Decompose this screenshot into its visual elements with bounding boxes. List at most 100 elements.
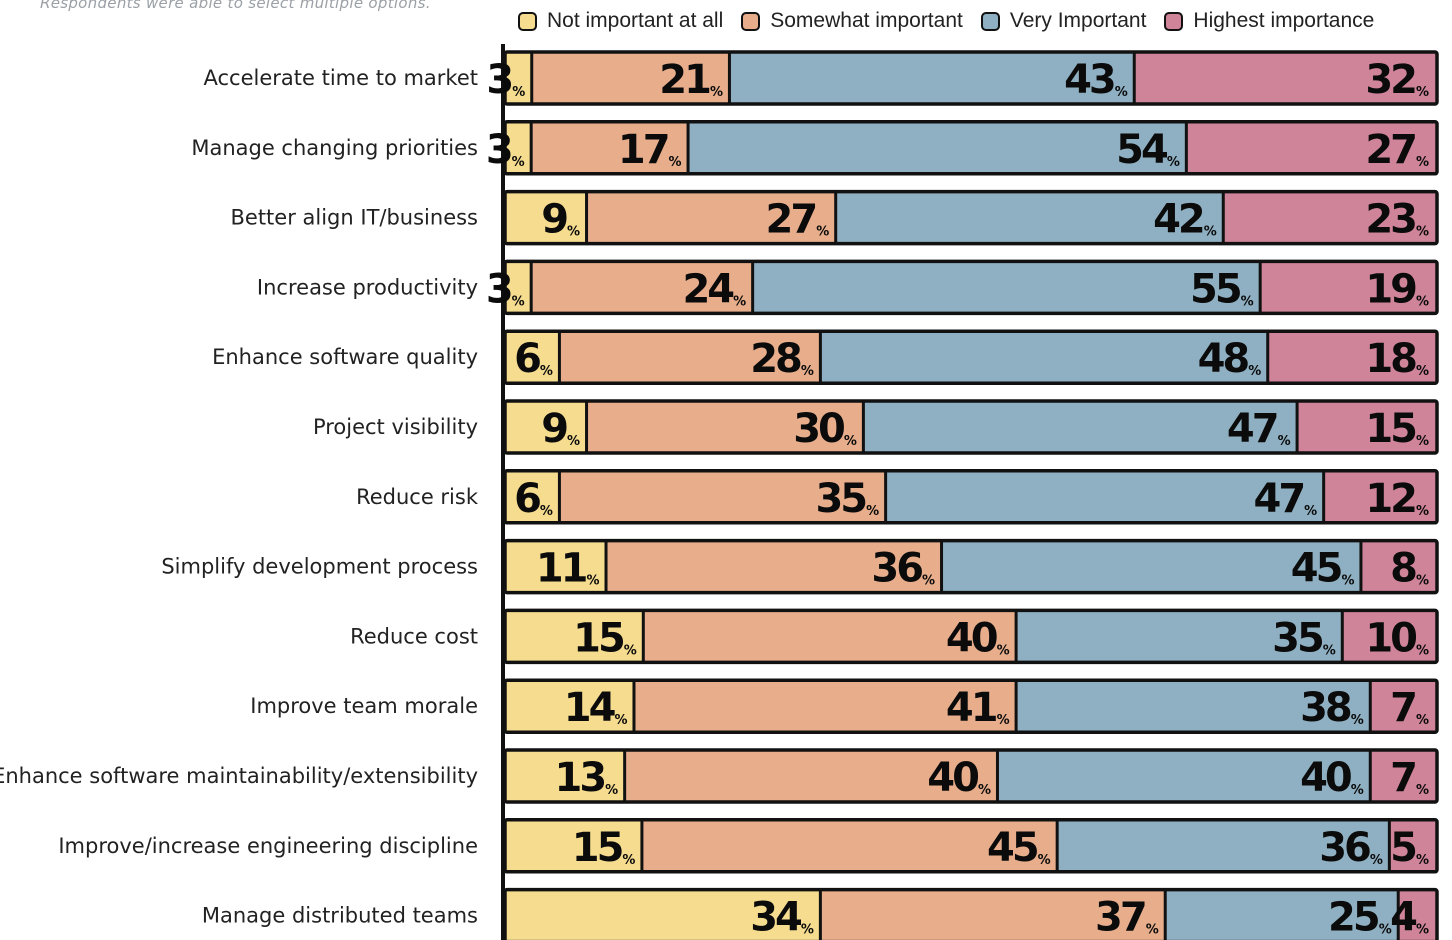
bar-segment bbox=[1298, 401, 1437, 453]
bar-segment bbox=[943, 540, 1363, 593]
bar-segment bbox=[821, 889, 1167, 940]
bar-segment bbox=[533, 52, 731, 104]
value-label: 54 bbox=[1116, 127, 1167, 173]
value-label: 10 bbox=[1365, 615, 1416, 661]
value-label: 28 bbox=[750, 336, 801, 382]
legend-swatch bbox=[980, 11, 1000, 31]
bar-segment bbox=[643, 819, 1059, 872]
percent-sign: % bbox=[1379, 923, 1392, 938]
bar-segment bbox=[505, 191, 589, 244]
category-label: Improve team morale bbox=[250, 694, 478, 718]
bar-segment bbox=[635, 680, 1018, 733]
bar-segment bbox=[1362, 540, 1437, 593]
bar-segment bbox=[505, 52, 534, 104]
percent-sign: % bbox=[567, 225, 580, 240]
category-label: Improve/increase engineering discipline bbox=[58, 834, 478, 858]
value-labels: 3% 21% 43% 32 %3% 17% 54% 27 %9% 27% 42% 23 %3% 24% 55… bbox=[486, 57, 1429, 940]
percent-sign: % bbox=[540, 364, 553, 379]
value-label: 36 bbox=[1319, 825, 1370, 871]
category-label: Enhance software quality bbox=[212, 345, 478, 369]
bar-segment bbox=[607, 540, 944, 593]
value-label: 13 bbox=[554, 755, 604, 801]
category-label: Reduce cost bbox=[350, 624, 478, 648]
percent-sign: % bbox=[540, 504, 553, 519]
value-label: 6 bbox=[514, 476, 540, 522]
percent-sign: % bbox=[1416, 783, 1429, 798]
value-label: 43 bbox=[1064, 57, 1114, 103]
bar-segment bbox=[689, 121, 1188, 174]
bar-segment bbox=[505, 750, 627, 802]
bar-segment bbox=[532, 261, 755, 314]
percent-sign: % bbox=[978, 783, 991, 798]
percent-sign: % bbox=[1204, 225, 1217, 240]
value-label: 14 bbox=[564, 685, 615, 731]
legend-swatch bbox=[741, 11, 761, 31]
percent-sign: % bbox=[1416, 85, 1429, 100]
value-label: 6 bbox=[514, 336, 540, 382]
percent-sign: % bbox=[1416, 294, 1429, 309]
bar-segment bbox=[837, 191, 1225, 244]
bar-segment bbox=[1166, 889, 1400, 940]
value-label: 3 bbox=[486, 266, 511, 312]
percent-sign: % bbox=[614, 713, 627, 728]
percent-sign: % bbox=[605, 783, 618, 798]
bar-segment bbox=[532, 121, 690, 174]
percent-sign: % bbox=[512, 294, 525, 309]
bars bbox=[501, 44, 1439, 940]
percent-sign: % bbox=[866, 504, 879, 519]
percent-sign: % bbox=[512, 85, 525, 100]
category-labels: Accelerate time to market Manage changing… bbox=[0, 66, 479, 928]
bar-segment bbox=[505, 261, 533, 314]
percent-sign: % bbox=[1038, 853, 1051, 868]
percent-sign: % bbox=[624, 643, 637, 658]
value-label: 3 bbox=[486, 127, 511, 173]
value-label: 15 bbox=[572, 825, 623, 871]
category-label: Enhance software maintainability/extensi… bbox=[0, 764, 478, 788]
value-label: 4 bbox=[1390, 895, 1416, 940]
bar-segment bbox=[821, 331, 1270, 384]
percent-sign: % bbox=[816, 225, 829, 240]
bar-segment bbox=[560, 470, 888, 523]
value-label: 32 bbox=[1365, 57, 1415, 103]
value-label: 34 bbox=[750, 895, 801, 940]
value-label: 17 bbox=[618, 127, 668, 173]
bar-segment bbox=[1390, 819, 1437, 872]
bar-segment bbox=[644, 610, 1018, 663]
legend-item: Very Important bbox=[980, 9, 1146, 33]
percent-sign: % bbox=[1304, 504, 1317, 519]
value-label: 5 bbox=[1390, 825, 1416, 871]
percent-sign: % bbox=[1341, 574, 1354, 589]
bar-segment bbox=[1261, 261, 1437, 314]
percent-sign: % bbox=[922, 574, 935, 589]
bar-segment bbox=[505, 680, 636, 733]
value-label: 45 bbox=[987, 825, 1038, 871]
percent-sign: % bbox=[1416, 364, 1429, 379]
percent-sign: % bbox=[801, 923, 814, 938]
percent-sign: % bbox=[512, 155, 525, 170]
value-label: 7 bbox=[1390, 755, 1415, 801]
bar-segment bbox=[560, 331, 822, 384]
bar-segment bbox=[887, 470, 1326, 523]
category-label: Better align IT/business bbox=[231, 206, 479, 230]
value-label: 37 bbox=[1095, 895, 1145, 940]
percent-sign: % bbox=[1115, 85, 1128, 100]
percent-sign: % bbox=[1416, 225, 1429, 240]
value-label: 15 bbox=[1365, 406, 1416, 452]
value-label: 48 bbox=[1198, 336, 1249, 382]
bar-segment bbox=[588, 401, 865, 453]
value-label: 30 bbox=[793, 406, 844, 452]
legend-label: Not important at all bbox=[547, 9, 724, 32]
percent-sign: % bbox=[1278, 434, 1291, 449]
percent-sign: % bbox=[1167, 155, 1180, 170]
percent-sign: % bbox=[587, 574, 600, 589]
category-label: Manage distributed teams bbox=[202, 904, 478, 928]
percent-sign: % bbox=[1146, 923, 1159, 938]
value-label: 18 bbox=[1365, 336, 1416, 382]
value-label: 27 bbox=[1365, 127, 1415, 173]
bar-segment bbox=[1325, 470, 1437, 523]
bar-segment bbox=[505, 470, 561, 523]
percent-sign: % bbox=[1416, 574, 1429, 589]
value-label: 23 bbox=[1365, 197, 1415, 243]
value-label: 3 bbox=[486, 57, 511, 103]
legend-item: Highest importance bbox=[1164, 9, 1374, 33]
